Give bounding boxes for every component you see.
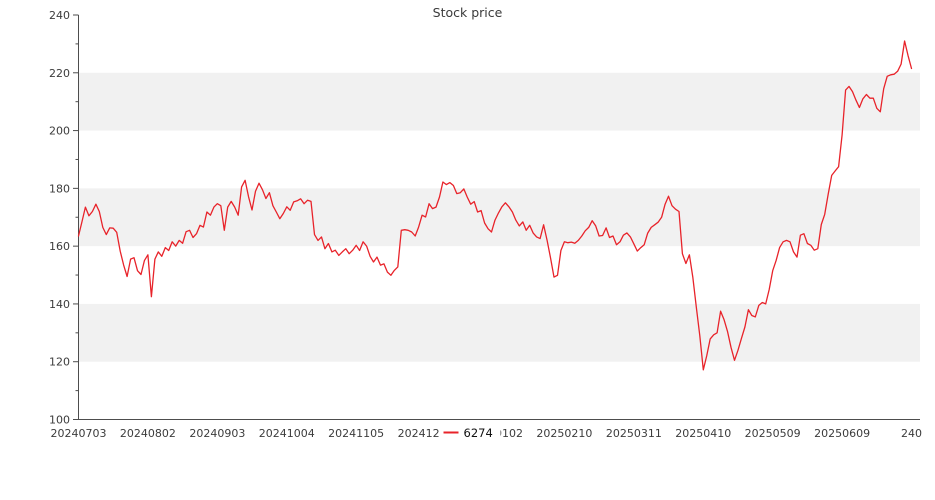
- legend-series-label: 6274: [464, 426, 493, 440]
- x-tick-label: 20240802: [120, 427, 176, 440]
- legend: 6274: [438, 423, 501, 442]
- x-tick-label: 20250509: [745, 427, 801, 440]
- x-tick-label: 240: [901, 427, 922, 440]
- y-tick-label: 220: [49, 67, 70, 80]
- y-axis-ticks: 100 120 140 160 180 200 220 240: [49, 9, 79, 427]
- shaded-band: [78, 72, 920, 131]
- x-tick-label: 20250410: [675, 427, 731, 440]
- background-bands: [78, 72, 920, 362]
- x-tick-label: 20240903: [189, 427, 245, 440]
- y-tick-label: 100: [49, 414, 70, 427]
- y-tick-label: 200: [49, 125, 70, 138]
- x-tick-label: 20250210: [536, 427, 592, 440]
- x-tick-label: 20250609: [814, 427, 870, 440]
- shaded-band: [78, 188, 920, 247]
- axis-spines: [78, 15, 920, 420]
- y-tick-label: 180: [49, 182, 70, 195]
- y-tick-label: 160: [49, 240, 70, 253]
- price-line: [77, 40, 913, 371]
- x-tick-label: 20241004: [259, 427, 315, 440]
- y-tick-label: 140: [49, 298, 70, 311]
- chart-title: Stock price: [433, 5, 503, 20]
- shaded-band: [78, 303, 920, 362]
- y-tick-label: 120: [49, 356, 70, 369]
- legend-background: [438, 423, 501, 442]
- x-tick-label: 20240703: [51, 427, 107, 440]
- x-tick-label: 20250311: [606, 427, 662, 440]
- y-tick-label: 240: [49, 9, 70, 22]
- x-tick-label: 20241105: [328, 427, 384, 440]
